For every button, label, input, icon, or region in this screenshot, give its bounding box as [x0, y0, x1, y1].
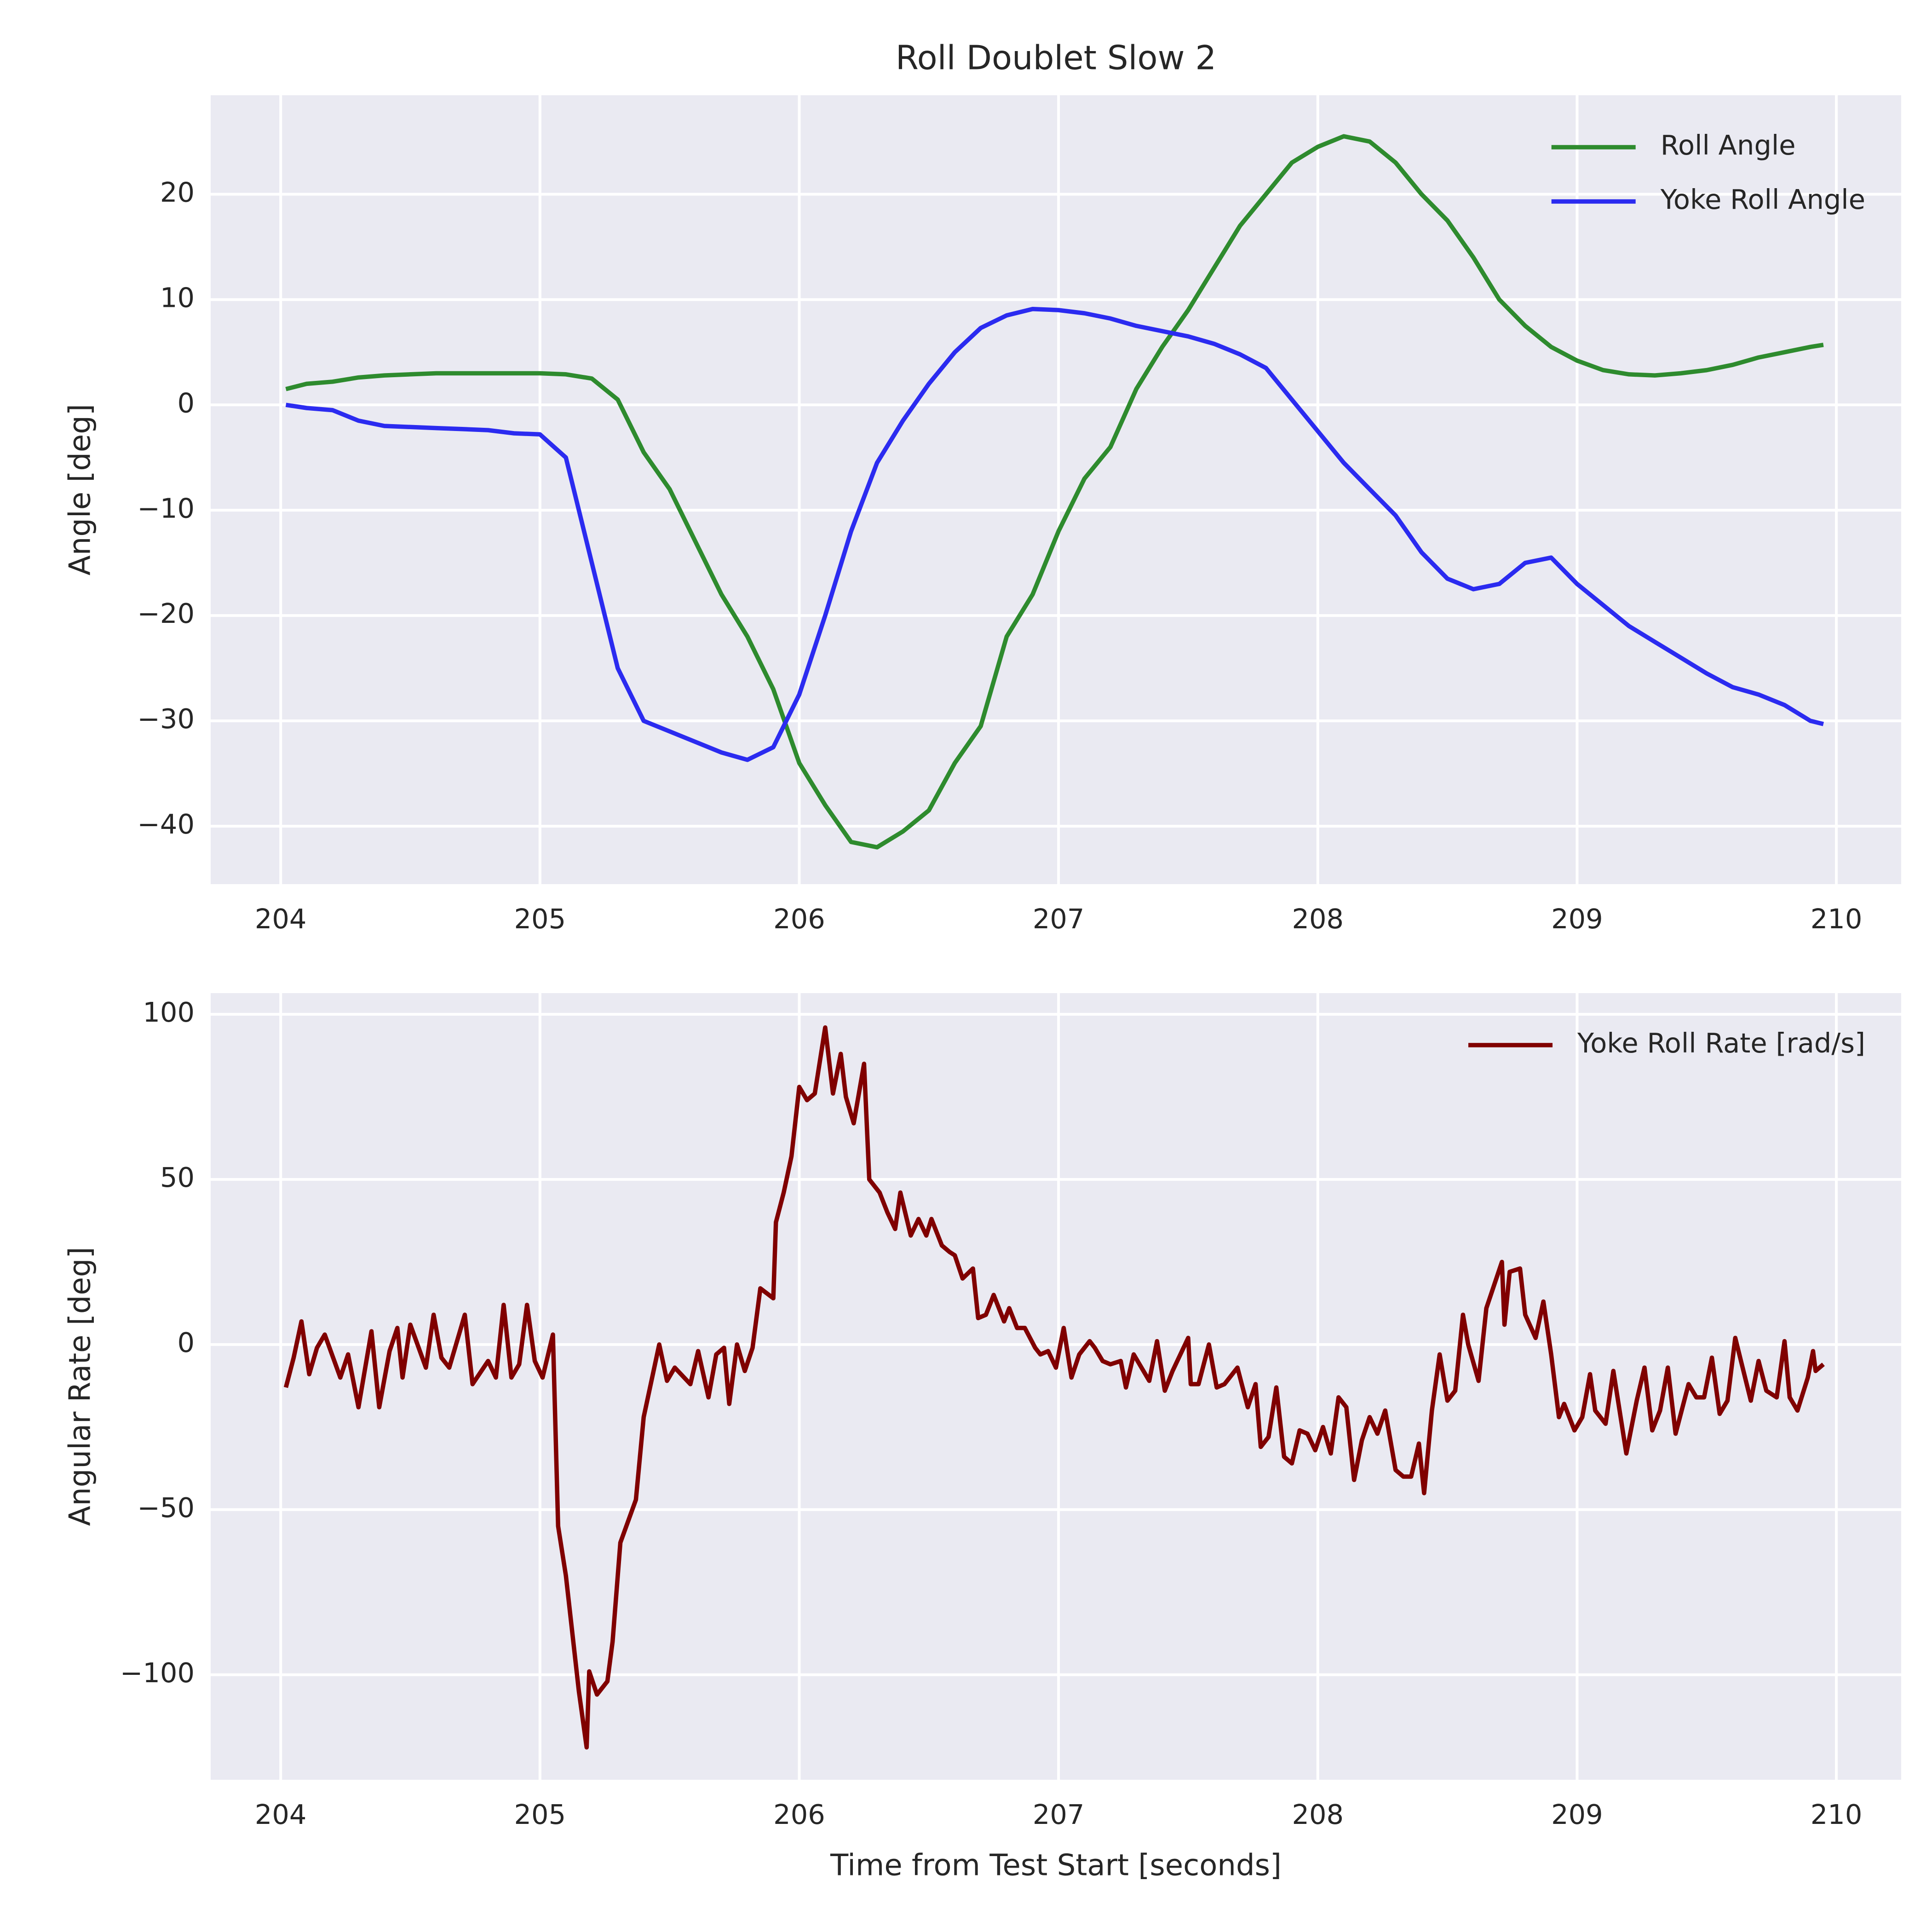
legend-label: Yoke Roll Angle: [1660, 184, 1865, 215]
y-tick-label: −10: [137, 492, 195, 524]
y-tick-label: 50: [160, 1162, 195, 1193]
y-tick-label: 20: [160, 176, 195, 208]
data-line: [285, 307, 1824, 762]
plot-area: [211, 95, 1901, 884]
x-tick-label: 210: [1811, 1799, 1863, 1830]
y-axis-label: Angle [deg]: [63, 404, 98, 575]
x-tick-label: 207: [1033, 1799, 1085, 1830]
x-tick-label: 209: [1551, 903, 1603, 935]
x-tick-label: 205: [514, 903, 566, 935]
x-tick-label: 206: [773, 903, 825, 935]
legend-label: Roll Angle: [1661, 129, 1796, 161]
y-tick-label: 0: [177, 1327, 195, 1358]
y-tick-label: −50: [137, 1492, 195, 1524]
y-tick-label: −40: [137, 808, 195, 840]
y-tick-label: −20: [137, 598, 195, 629]
x-axis-label: Time from Test Start [seconds]: [830, 1849, 1282, 1883]
x-tick-label: 204: [255, 1799, 307, 1830]
x-tick-label: 205: [514, 1799, 566, 1830]
y-tick-label: −100: [120, 1657, 195, 1689]
data-line: [285, 134, 1824, 850]
chart-title: Roll Doublet Slow 2: [896, 39, 1216, 77]
x-tick-label: 207: [1033, 903, 1085, 935]
y-tick-label: 100: [143, 996, 195, 1028]
y-tick-label: 10: [160, 282, 195, 313]
x-tick-label: 209: [1551, 1799, 1603, 1830]
plot-area: [211, 993, 1901, 1780]
y-tick-label: −30: [137, 703, 195, 735]
legend-label: Yoke Roll Rate [rad/s]: [1577, 1027, 1865, 1059]
y-tick-label: 0: [177, 387, 195, 419]
x-tick-label: 206: [773, 1799, 825, 1830]
x-tick-label: 210: [1811, 903, 1863, 935]
y-axis-label: Angular Rate [deg]: [63, 1247, 98, 1526]
x-tick-label: 208: [1292, 1799, 1344, 1830]
data-line: [283, 1025, 1825, 1750]
x-tick-label: 204: [255, 903, 307, 935]
x-tick-label: 208: [1292, 903, 1344, 935]
